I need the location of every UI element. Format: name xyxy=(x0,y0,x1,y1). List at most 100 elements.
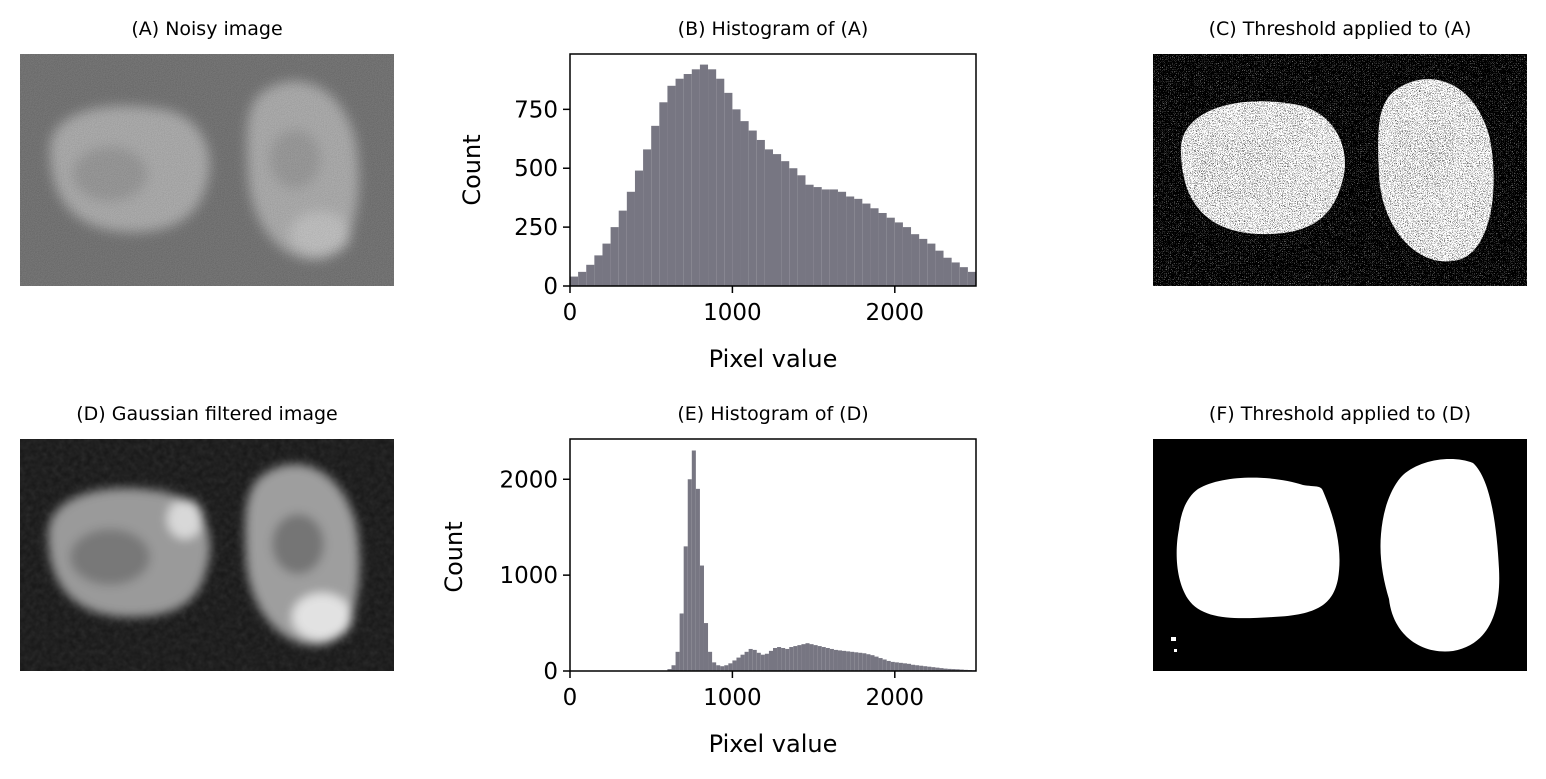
histogram-bar xyxy=(923,666,928,671)
histogram-bar xyxy=(724,92,733,286)
histogram-bar xyxy=(894,662,899,671)
histogram-bar xyxy=(939,668,944,671)
histogram-bar xyxy=(740,121,749,287)
panel-b-title: (B) Histogram of (A) xyxy=(677,18,869,40)
histogram-bar xyxy=(902,227,912,286)
histogram-bar xyxy=(708,651,713,671)
y-tick-label: 1000 xyxy=(499,563,558,589)
histogram-bar xyxy=(789,647,794,671)
histogram-bar xyxy=(687,479,692,671)
x-tick-label: 1000 xyxy=(703,300,762,326)
histogram-bar xyxy=(667,669,672,671)
y-tick-label: 0 xyxy=(543,274,558,300)
histogram-bar xyxy=(894,222,903,286)
histogram-bar xyxy=(728,663,733,671)
histogram-bar xyxy=(837,191,847,286)
histogram-bar xyxy=(846,651,851,671)
histogram-bar xyxy=(931,667,936,671)
gaussian-filtered-image xyxy=(20,439,394,671)
panel-a-title: (A) Noisy image xyxy=(131,18,283,40)
y-tick-label: 250 xyxy=(514,215,558,241)
histogram-bar xyxy=(898,662,903,671)
histogram-bar xyxy=(967,271,976,286)
histogram-bar xyxy=(878,658,883,671)
histogram-bar xyxy=(793,646,798,671)
histogram-bar xyxy=(797,175,806,286)
histogram-bar xyxy=(626,191,635,286)
histogram-bar xyxy=(643,149,652,286)
histogram-e-ylabel: Count xyxy=(440,521,468,592)
histogram-bar xyxy=(691,69,700,286)
histogram-bar xyxy=(671,665,676,671)
histogram-bar xyxy=(850,651,855,671)
histogram-bar xyxy=(886,217,895,286)
x-tick-label: 0 xyxy=(563,685,578,711)
histogram-bar xyxy=(817,646,822,671)
histogram-bar xyxy=(703,623,709,671)
histogram-bar xyxy=(854,652,859,671)
histogram-bar xyxy=(813,645,818,671)
histogram-bar xyxy=(659,102,668,286)
threshold-noisy-image xyxy=(1153,54,1527,286)
histogram-bar xyxy=(785,648,790,671)
panel-f-title: (F) Threshold applied to (D) xyxy=(1208,403,1472,425)
x-tick-label: 0 xyxy=(563,300,578,326)
histogram-bar xyxy=(699,64,709,286)
histogram-bar xyxy=(858,652,863,671)
x-tick-label: 2000 xyxy=(866,685,925,711)
histogram-bar xyxy=(943,257,952,286)
histogram-bar xyxy=(829,189,838,286)
histogram-bar xyxy=(862,203,871,286)
histogram-bar xyxy=(768,650,773,671)
histogram-bar xyxy=(594,255,603,286)
histogram-bar xyxy=(890,661,895,671)
histogram-bar xyxy=(744,651,749,671)
histogram-bar xyxy=(634,170,644,286)
histogram-bar xyxy=(821,647,826,671)
histogram-bar xyxy=(724,665,729,671)
histogram-bar xyxy=(586,264,595,286)
histogram-bar xyxy=(618,210,627,286)
histogram-bar xyxy=(748,648,753,671)
histogram-bar xyxy=(837,650,843,671)
histogram-bar xyxy=(756,139,765,286)
histogram-bar xyxy=(906,663,912,671)
histogram-bar xyxy=(683,74,692,287)
histogram-bar xyxy=(675,78,684,287)
histogram-bar xyxy=(764,653,769,671)
histogram-bar xyxy=(911,664,916,671)
histogram-bar xyxy=(947,668,952,671)
histogram-bar xyxy=(570,276,579,286)
y-tick-label: 500 xyxy=(514,156,558,182)
histogram-bar xyxy=(773,647,778,671)
histogram-bar xyxy=(829,648,834,671)
panel-c-title: (C) Threshold applied to (A) xyxy=(1208,18,1472,40)
x-tick-label: 1000 xyxy=(703,685,762,711)
histogram-bar xyxy=(874,656,879,671)
histogram-bar xyxy=(667,85,676,286)
histogram-bar xyxy=(732,109,741,286)
histogram-bar xyxy=(951,262,960,286)
histogram-bar xyxy=(679,613,684,671)
histogram-bar xyxy=(777,647,782,671)
histogram-bar xyxy=(752,649,757,671)
histogram-e-frame xyxy=(569,438,977,672)
x-tick-label: 2000 xyxy=(866,300,925,326)
histogram-bar xyxy=(781,161,790,286)
histogram-bar xyxy=(846,196,855,286)
histogram-b-xlabel: Pixel value xyxy=(709,345,838,373)
histogram-bar xyxy=(886,660,891,671)
histogram-bar xyxy=(882,659,887,671)
histogram-bar xyxy=(740,654,745,671)
histogram-bar xyxy=(866,654,871,671)
histogram-bar xyxy=(712,662,717,671)
panel-e-title: (E) Histogram of (D) xyxy=(677,403,869,425)
histogram-bar xyxy=(683,546,688,671)
histogram-bar xyxy=(935,250,944,286)
threshold-filtered-image xyxy=(1153,439,1527,671)
histogram-bar xyxy=(801,644,806,671)
histogram-bar xyxy=(813,187,822,286)
histogram-bar xyxy=(748,130,757,286)
